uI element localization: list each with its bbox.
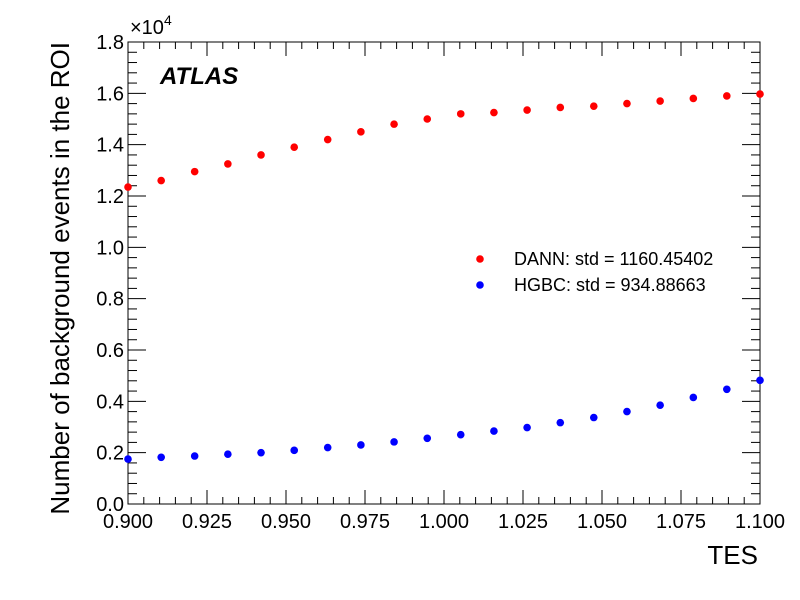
atlas-label: ATLAS: [159, 63, 238, 90]
data-point: [224, 450, 232, 459]
data-point: [456, 110, 465, 118]
data-point: [656, 97, 664, 105]
legend-marker-dann: [476, 255, 484, 263]
data-point: [689, 393, 698, 402]
data-point: [257, 448, 265, 457]
data-point: [190, 452, 199, 460]
data-point: [689, 94, 698, 103]
data-point: [623, 407, 631, 416]
data-point: [357, 128, 365, 136]
data-point: [257, 151, 265, 159]
data-point: [723, 385, 731, 394]
y-tick-labels: 0.0 0.2 0.4 0.6 0.8 1.0 1.2 1.4 1.6 1.8: [96, 32, 124, 516]
data-point: [290, 446, 299, 455]
y-axis-title: Number of background events in the ROI: [45, 42, 75, 515]
data-point: [556, 418, 565, 427]
data-point: [390, 438, 398, 446]
data-point: [656, 401, 664, 409]
legend-marker-hgbc: [476, 281, 484, 289]
data-point: [523, 106, 531, 114]
x-tick-label: 1.050: [577, 511, 627, 533]
y-tick-label: 1.6: [96, 83, 124, 105]
y-tick-label: 0.2: [96, 443, 124, 465]
data-point: [390, 120, 398, 128]
x-tick-label: 1.100: [735, 511, 785, 533]
data-point: [124, 455, 132, 463]
data-point: [124, 183, 132, 191]
data-point: [756, 90, 764, 98]
data-points: [124, 90, 764, 463]
x-tick-label: 0.925: [182, 511, 232, 533]
axis-ticks: [127, 41, 761, 505]
data-point: [589, 413, 598, 422]
data-point: [623, 99, 631, 108]
legend: DANN: std = 1160.45402 HGBC: std = 934.8…: [476, 249, 713, 295]
series-hgbc: [124, 376, 764, 463]
y-tick-label: 0.0: [96, 494, 124, 516]
y-tick-label: 0.8: [96, 289, 124, 311]
x-tick-label: 1.075: [656, 511, 706, 533]
data-point: [423, 434, 432, 443]
x-axis-title: TES: [707, 540, 758, 570]
data-point: [589, 102, 598, 110]
data-point: [490, 427, 498, 435]
y-tick-label: 1.8: [96, 32, 124, 54]
x-tick-label: 0.975: [340, 511, 390, 533]
y-multiplier-label: ×104: [130, 12, 172, 39]
x-tick-label: 1.000: [419, 511, 469, 533]
data-point: [323, 135, 332, 144]
data-point: [323, 443, 332, 452]
y-tick-label: 1.0: [96, 237, 124, 259]
data-point: [456, 430, 465, 439]
y-tick-label: 1.2: [96, 186, 124, 208]
y-tick-label: 0.6: [96, 340, 124, 362]
data-point: [723, 92, 731, 100]
data-point: [157, 176, 165, 185]
data-point: [357, 441, 365, 449]
data-point: [523, 423, 531, 432]
data-point: [190, 167, 199, 176]
series-dann: [124, 90, 764, 191]
data-point: [157, 453, 165, 462]
x-tick-label: 1.025: [498, 511, 548, 533]
data-point: [224, 160, 232, 168]
data-point: [290, 143, 299, 152]
plot-frame: [127, 41, 761, 505]
x-tick-label: 0.950: [261, 511, 311, 533]
legend-label-dann: DANN: std = 1160.45402: [514, 249, 713, 269]
data-point: [556, 103, 565, 112]
legend-label-hgbc: HGBC: std = 934.88663: [514, 275, 706, 295]
data-point: [756, 376, 764, 385]
x-tick-label: 0.900: [103, 511, 153, 533]
data-point: [423, 115, 432, 123]
y-tick-label: 1.4: [96, 135, 124, 157]
x-tick-labels: 0.900 0.925 0.950 0.975 1.000 1.025 1.050 1.075…: [103, 511, 785, 533]
data-point: [490, 108, 498, 117]
y-tick-label: 0.4: [96, 391, 124, 413]
